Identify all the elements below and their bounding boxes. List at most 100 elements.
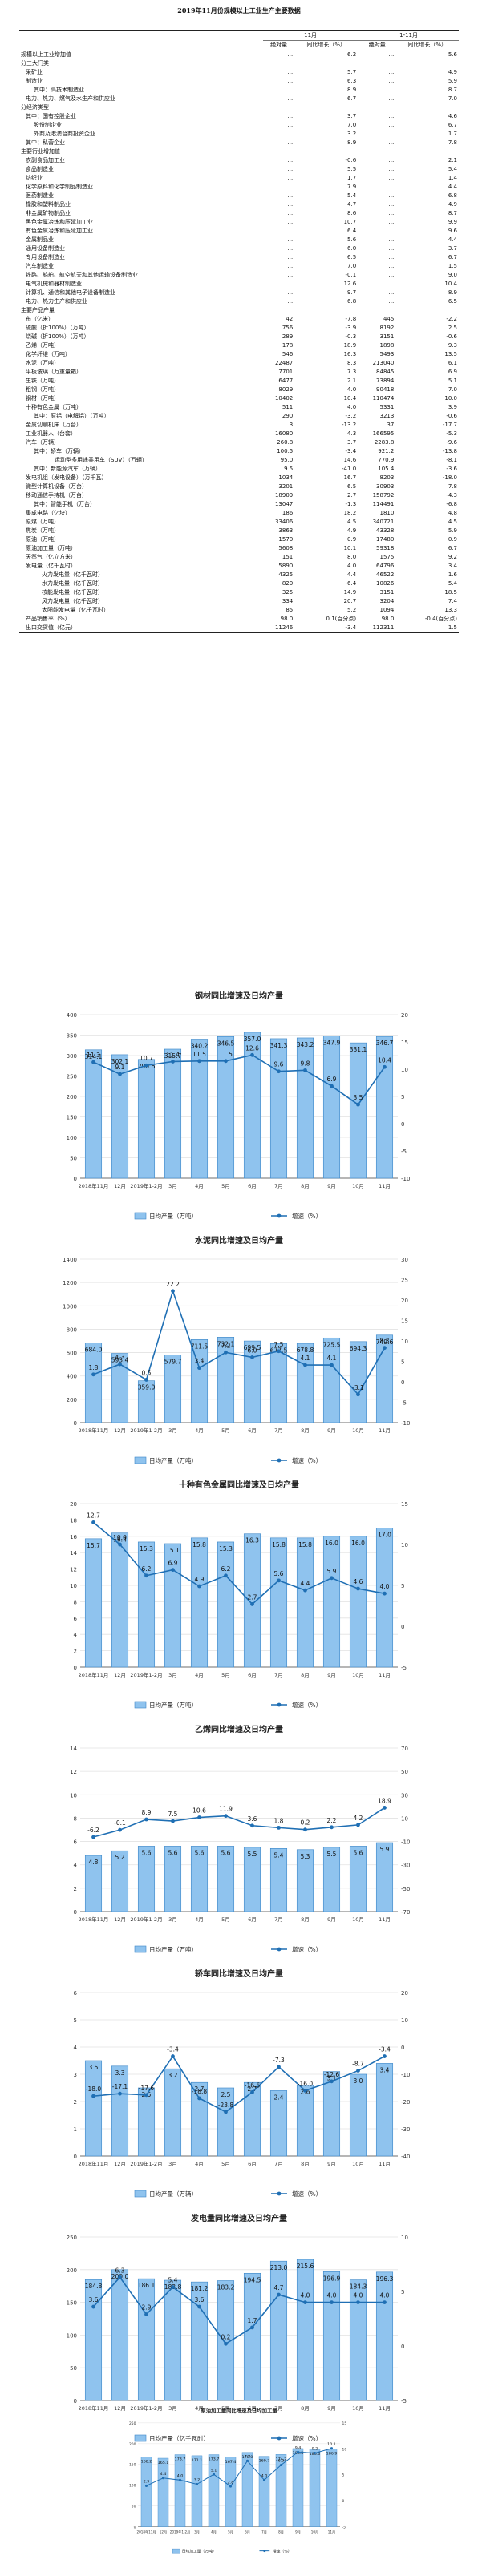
ytd-yoy-cell: [395, 147, 459, 156]
y-left-tick-label: 200: [67, 1094, 77, 1100]
month-abs-cell: 10402: [274, 395, 294, 402]
ytd-yoy-cell: 9.6: [448, 228, 457, 234]
bar: [84, 1343, 103, 1423]
bar: [296, 1037, 314, 1179]
month-abs-cell: …: [287, 122, 294, 128]
line-data-label: 3.6: [195, 2296, 205, 2303]
line-point: [250, 2090, 254, 2094]
line-point: [224, 1350, 228, 1355]
row-label: 其中：轿车（万辆）: [34, 448, 84, 454]
y-left-tick-label: 400: [67, 1012, 77, 1019]
y-right-tick-label: 10: [401, 2235, 408, 2241]
month-abs-cell: …: [287, 263, 294, 269]
chart-ethylene-svg: 乙烯同比增速及日均产量 0 2 4 6 8 10 12 14 -70 -50 -30 -10 10 30 50…: [70, 1724, 410, 1953]
bar: [111, 1850, 129, 1912]
month-abs-cell: [263, 59, 294, 68]
line-point: [118, 1827, 122, 1832]
ytd-yoy-cell: 6.7: [448, 122, 457, 128]
x-tick-label: 8月: [278, 2530, 284, 2534]
ytd-yoy-cell: 4.8: [448, 510, 457, 516]
header-ytd-group: 1-11月: [358, 30, 459, 41]
table-row: 原油加工量（万吨） 5608 10.1 59318 6.7: [19, 544, 459, 553]
line-data-label: 6.9: [278, 2459, 285, 2464]
line-data-label: 4.0: [261, 2473, 268, 2478]
line-point: [171, 1060, 175, 1064]
line-point: [277, 1349, 281, 1354]
month-abs-cell: 178: [282, 342, 294, 349]
month-abs-cell: 98.0: [280, 616, 294, 622]
y-right-tick-label: 0: [401, 2344, 404, 2350]
bar-data-label: 213.0: [270, 2264, 288, 2271]
x-tick-label: 10月: [352, 1672, 364, 1678]
month-yoy-cell: 10.1: [343, 545, 357, 551]
legend-bar-label: 日均产量（万辆）: [149, 2190, 197, 2198]
ytd-abs-cell: [358, 147, 396, 156]
header-ytd-abs: 绝对量: [358, 40, 396, 50]
table-row: 原油（万吨） 1570 0.9 17480 0.9: [19, 535, 459, 544]
bar: [375, 1528, 394, 1668]
chart-title: 轿车同比增速及日均产量: [195, 1968, 283, 1979]
ytd-yoy-cell: -3.6: [446, 466, 457, 472]
row-label: 其中：原铝（电解铝）（万吨）: [34, 413, 110, 419]
ytd-abs-cell: 37: [358, 421, 396, 430]
table-row: 集成电路（亿块） 186 18.2 1810 4.8: [19, 509, 459, 518]
table-row: 金属切削机床（万台） 3 -13.2 37 -17.7: [19, 421, 459, 430]
line-data-label: 7.5: [168, 1811, 178, 1818]
bar-data-label: 16.3: [245, 1537, 259, 1544]
bar-data-label: 315.7: [164, 1052, 182, 1060]
month-yoy-cell: 4.0: [347, 386, 357, 393]
bar: [217, 2280, 235, 2401]
month-abs-cell: …: [287, 157, 294, 164]
header-ytd-yoy: 同比增长（%）: [395, 40, 459, 50]
line-point: [144, 1378, 148, 1382]
bar: [349, 1846, 367, 1912]
table-row: 采矿业… 5.7… 4.9: [19, 68, 459, 77]
line-data-label: 5.6: [274, 1570, 284, 1577]
row-label: 硫酸（折100%）（万吨）: [26, 325, 90, 331]
month-abs-cell: 820: [282, 580, 294, 587]
x-tick-label: 7月: [261, 2530, 267, 2534]
bar: [296, 1849, 314, 1912]
bar-data-label: 183.2: [217, 2284, 235, 2291]
table-row: 分经济类型: [19, 103, 459, 112]
line-data-label: 0.2: [301, 1819, 310, 1827]
legend-line-marker: [277, 1702, 282, 1707]
month-yoy-cell: 8.6: [347, 210, 357, 216]
bar: [190, 1537, 209, 1668]
growth-line: [93, 1054, 386, 1106]
bar-data-label: 5.5: [327, 1851, 337, 1858]
month-abs-cell: 151: [282, 554, 294, 560]
ytd-abs-cell: 43328: [358, 527, 396, 535]
legend-bar-label: 日均加工量（万吨）: [182, 2549, 217, 2554]
month-abs-cell: 3863: [278, 527, 294, 534]
bar-data-label: 196.3: [376, 2275, 394, 2283]
ytd-abs-cell: 445: [358, 315, 396, 324]
bar: [137, 1541, 156, 1668]
y-right-tick-label: -10: [401, 2072, 410, 2078]
bar-data-label: 165.1: [158, 2461, 169, 2465]
x-tick-label: 6月: [245, 2530, 250, 2534]
ytd-abs-cell: 59318: [358, 544, 396, 553]
bar-data-label: 346.7: [376, 1040, 394, 1047]
bar: [322, 1847, 341, 1912]
growth-line: [93, 1289, 386, 1396]
month-abs-cell: 325: [282, 589, 294, 596]
bar-data-label: 194.5: [244, 2276, 261, 2283]
ytd-abs-cell: …: [358, 253, 396, 262]
line-point: [197, 2096, 201, 2101]
table-row: 铁路、船舶、航空航天和其他运输设备制造业… -0.1… 9.0: [19, 271, 459, 280]
bar: [269, 1537, 288, 1668]
table-row: 化学原料和化学制品制造业… 7.9… 4.4: [19, 183, 459, 192]
bar-data-label: 5.2: [115, 1854, 125, 1861]
ytd-yoy-cell: 4.5: [448, 519, 457, 525]
month-yoy-cell: -0.6: [345, 157, 357, 164]
ytd-abs-cell: …: [358, 262, 396, 271]
y-right-tick-label: 15: [401, 1040, 408, 1046]
legend-line-marker: [277, 2191, 282, 2196]
bar-data-label: 699.5: [244, 1344, 261, 1351]
line-point: [356, 1392, 360, 1397]
table-row: 非金属矿物制品业… 8.6… 8.7: [19, 209, 459, 218]
line-point: [144, 1817, 148, 1822]
y-right-tick-label: -5: [401, 1149, 407, 1155]
line-data-label: 4.0: [327, 2292, 337, 2299]
